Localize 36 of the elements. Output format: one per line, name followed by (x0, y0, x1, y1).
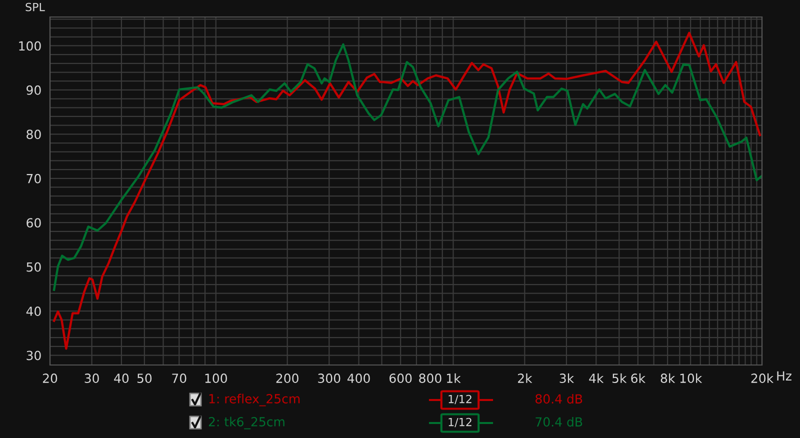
x-tick-label: 10k (680, 373, 702, 384)
x-tick-label: 70 (172, 374, 186, 384)
x-tick-label: 300 (318, 374, 340, 384)
y-tick-label: 80 (26, 130, 41, 140)
x-tick-label: 20 (42, 374, 58, 384)
y-tick-label: 70 (26, 174, 41, 184)
x-tick-label: 1k (447, 373, 461, 383)
x-tick-label: 8k (660, 373, 676, 384)
text: 1/12 (448, 418, 472, 428)
y-tick-label: 100 (19, 41, 41, 51)
x-tick-label: 5k (612, 373, 627, 384)
text: 70.4 dB (536, 416, 582, 427)
x-tick-label: 30 (84, 374, 99, 384)
y-tick-label: 90 (26, 85, 41, 95)
x-tick-label: 600 (390, 374, 412, 384)
y-tick-label: 40 (26, 306, 41, 316)
x-tick-label: 800 (419, 374, 442, 384)
y-tick-label: 50 (26, 262, 41, 272)
x-tick-label: 4k (589, 373, 604, 383)
x-tick-label: 20k (751, 373, 774, 384)
y-tick-label: 30 (26, 350, 41, 360)
x-tick-label: 40 (114, 374, 129, 384)
x-tick-label: 2k (518, 373, 532, 383)
x-tick-label: 400 (347, 374, 370, 384)
x-tick-label: 6k (631, 373, 646, 384)
text: 2: tk6_25cm (208, 416, 284, 430)
x-axis-title: Hz (777, 371, 792, 380)
text: 80.4 dB (536, 394, 582, 404)
text: 1: reflex_25cm (209, 394, 300, 406)
y-tick-label: 60 (26, 218, 41, 228)
x-tick-label: 100 (205, 374, 227, 384)
y-axis-title: SPL (26, 2, 45, 12)
text: 1/12 (448, 394, 472, 404)
x-tick-label: 3k (560, 373, 574, 384)
x-tick-label: 50 (137, 374, 152, 384)
x-tick-label: 200 (276, 374, 298, 384)
